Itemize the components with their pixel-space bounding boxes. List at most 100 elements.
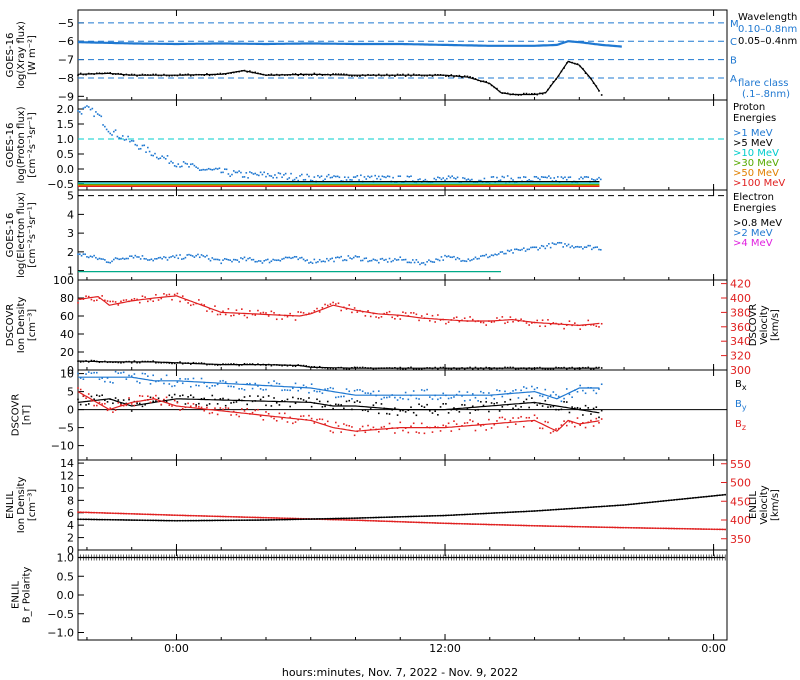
data-point xyxy=(404,75,407,77)
data-point xyxy=(243,314,246,317)
data-point xyxy=(128,74,130,76)
data-point xyxy=(548,175,550,177)
data-point xyxy=(267,519,270,521)
data-point xyxy=(184,299,187,301)
data-point xyxy=(407,515,410,518)
data-point xyxy=(563,525,565,528)
data-point xyxy=(424,263,427,266)
data-point xyxy=(522,92,525,95)
data-point xyxy=(345,517,348,520)
data-point xyxy=(563,420,565,422)
data-point xyxy=(243,69,246,72)
data-point xyxy=(369,516,372,519)
data-point xyxy=(520,389,522,392)
data-point xyxy=(555,508,557,511)
data-point xyxy=(721,494,724,496)
data-point xyxy=(533,246,536,249)
data-point xyxy=(136,144,138,147)
data-point xyxy=(133,297,136,300)
data-point xyxy=(187,302,189,304)
data-point xyxy=(297,74,300,77)
data-point xyxy=(412,367,415,370)
data-point xyxy=(490,512,493,514)
svg-text:Velocity: Velocity xyxy=(759,485,770,524)
data-point xyxy=(496,402,498,404)
data-point xyxy=(446,177,448,180)
data-point xyxy=(383,516,385,519)
data-point xyxy=(563,400,565,403)
data-point xyxy=(249,382,251,385)
data-point xyxy=(587,526,590,528)
data-point xyxy=(544,91,547,94)
data-point xyxy=(423,367,426,370)
data-point xyxy=(243,389,246,391)
data-point xyxy=(227,308,230,310)
data-point xyxy=(506,321,509,323)
data-point xyxy=(318,390,321,393)
legend-entry: >50 MeV xyxy=(733,168,779,179)
data-point xyxy=(232,314,235,317)
data-point xyxy=(396,367,399,370)
data-point xyxy=(155,513,157,516)
data-point xyxy=(266,172,269,175)
data-point xyxy=(77,387,79,389)
data-point xyxy=(407,409,410,412)
data-point xyxy=(442,403,445,405)
data-point xyxy=(192,514,195,517)
data-point xyxy=(184,406,187,409)
data-point xyxy=(163,361,165,364)
data-point xyxy=(283,518,286,521)
data-point xyxy=(496,317,498,319)
data-point xyxy=(232,170,235,172)
data-point xyxy=(399,421,402,424)
data-point xyxy=(528,324,530,326)
data-point xyxy=(598,505,600,508)
legend-title: Energies xyxy=(733,203,776,214)
data-point xyxy=(453,420,455,422)
data-point xyxy=(308,365,310,368)
data-point xyxy=(429,410,431,412)
data-point xyxy=(361,310,364,313)
data-point xyxy=(611,504,614,507)
data-point xyxy=(496,367,498,370)
data-point xyxy=(402,311,404,313)
data-point xyxy=(420,389,423,391)
data-point xyxy=(528,93,530,96)
data-point xyxy=(582,414,584,416)
data-point xyxy=(434,425,436,428)
data-point xyxy=(343,259,346,261)
data-point xyxy=(402,429,404,432)
legend-entry: >2 MeV xyxy=(733,228,773,239)
data-point xyxy=(522,320,525,322)
data-point xyxy=(270,415,273,418)
data-point xyxy=(455,522,458,525)
data-point xyxy=(157,397,160,400)
data-point xyxy=(512,366,514,369)
data-point xyxy=(136,402,138,405)
data-point xyxy=(665,499,667,502)
data-point xyxy=(222,519,224,522)
data-point xyxy=(101,394,103,397)
data-point xyxy=(266,258,269,261)
data-point xyxy=(173,519,176,522)
data-point xyxy=(90,73,93,75)
data-point xyxy=(130,513,133,515)
data-point xyxy=(238,170,240,172)
data-point xyxy=(231,260,233,263)
data-point xyxy=(437,258,439,261)
data-point xyxy=(101,377,103,379)
data-point xyxy=(120,372,122,374)
data-point xyxy=(300,518,302,521)
data-point xyxy=(214,398,216,401)
data-point xyxy=(386,367,388,369)
data-point xyxy=(410,521,412,523)
data-point xyxy=(133,404,136,407)
data-point xyxy=(86,105,88,107)
data-point xyxy=(160,519,163,522)
data-point xyxy=(388,516,391,518)
data-point xyxy=(587,421,590,424)
data-point xyxy=(471,368,474,370)
data-point xyxy=(343,395,345,398)
data-point xyxy=(265,516,267,519)
data-point xyxy=(152,73,154,76)
